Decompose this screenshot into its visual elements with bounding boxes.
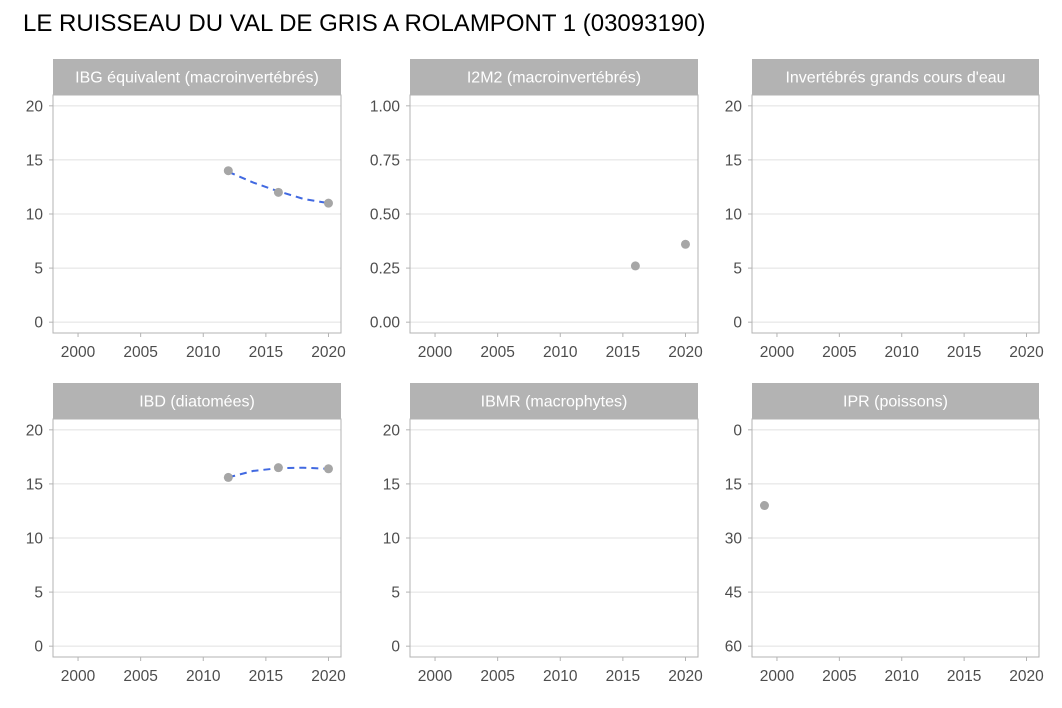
data-point (323, 198, 333, 208)
facet-strip-label: Invertébrés grands cours d'eau (785, 70, 1005, 87)
y-tick-label: 5 (34, 261, 43, 278)
y-tick-label: 0.50 (370, 207, 401, 224)
x-tick-label: 2015 (249, 344, 283, 361)
x-tick-label: 2020 (1009, 344, 1044, 361)
chart-title: LE RUISSEAU DU VAL DE GRIS A ROLAMPONT 1… (23, 10, 706, 37)
y-tick-label: 10 (26, 207, 44, 224)
y-tick-label: 60 (725, 639, 743, 656)
y-tick-label: 0 (34, 639, 43, 656)
facet-panel-2: I2M2 (macroinvertébrés) 0.00 0.25 0.50 0.75 1… (370, 59, 703, 361)
y-tick-label: 5 (733, 261, 742, 278)
x-tick-label: 2015 (249, 668, 283, 685)
y-tick-label: 20 (26, 98, 44, 115)
y-tick-label: 20 (383, 422, 401, 439)
x-tick-label: 2010 (186, 668, 221, 685)
y-tick-label: 10 (383, 531, 401, 548)
data-point (323, 464, 333, 474)
data-point (223, 472, 233, 482)
y-tick-label: 20 (26, 422, 44, 439)
y-tick-label: 0.75 (370, 152, 400, 169)
x-tick-label: 2000 (418, 344, 453, 361)
data-point (223, 166, 233, 176)
x-tick-label: 2020 (668, 668, 703, 685)
y-tick-label: 15 (725, 476, 742, 493)
x-tick-label: 2010 (884, 344, 919, 361)
facet-panels: IBG équivalent (macroinvertébrés) 0 5 10 15 2… (26, 59, 1044, 685)
facet-strip-label: IBMR (macrophytes) (481, 394, 628, 411)
facet-panel-1: IBG équivalent (macroinvertébrés) 0 5 10 15 2… (26, 59, 346, 361)
y-tick-label: 45 (725, 585, 742, 602)
panel-border (52, 418, 342, 658)
facet-strip (752, 383, 1039, 419)
data-point (273, 463, 283, 473)
trend-line (227, 170, 329, 205)
y-tick-label: 30 (725, 531, 743, 548)
facet-strip (410, 59, 698, 95)
y-tick-label: 20 (725, 98, 743, 115)
y-tick-label: 5 (391, 585, 400, 602)
y-tick-label: 0.25 (370, 261, 400, 278)
y-tick-label: 10 (26, 531, 44, 548)
panel-border (751, 94, 1040, 334)
panel-border (409, 94, 699, 334)
x-tick-label: 2000 (760, 344, 795, 361)
y-tick-label: 0 (34, 315, 43, 332)
x-tick-label: 2020 (1009, 668, 1044, 685)
y-tick-label: 15 (383, 476, 400, 493)
x-tick-label: 2000 (61, 344, 96, 361)
x-tick-label: 2010 (884, 668, 919, 685)
x-tick-label: 2005 (480, 668, 514, 685)
y-tick-label: 1.00 (370, 98, 401, 115)
x-tick-label: 2005 (123, 344, 157, 361)
facet-strip (53, 59, 341, 95)
data-point (273, 187, 283, 197)
x-tick-label: 2020 (311, 344, 346, 361)
x-tick-label: 2020 (311, 668, 346, 685)
x-tick-label: 2015 (606, 668, 640, 685)
x-tick-label: 2000 (760, 668, 795, 685)
x-tick-label: 2005 (822, 668, 856, 685)
x-tick-label: 2005 (480, 344, 514, 361)
facet-panel-3: Invertébrés grands cours d'eau0510152020… (725, 59, 1044, 361)
facet-strip-label: IBD (diatomées) (139, 394, 255, 411)
panel-border (409, 418, 699, 658)
facet-strip (752, 59, 1039, 95)
x-tick-label: 2010 (543, 668, 578, 685)
facet-panel-6: IPR (poissons) 0 15 30 45 60 2000 2005 2010 2015 2… (725, 383, 1044, 685)
panel-border (751, 418, 1040, 658)
y-tick-label: 10 (725, 207, 743, 224)
x-tick-label: 2010 (186, 344, 221, 361)
facet-strip (53, 383, 341, 419)
data-point (630, 261, 640, 271)
data-point (680, 239, 690, 249)
data-point (759, 501, 769, 511)
facet-panel-4: IBD (diatomées) 0 5 10 15 20 2000 2005 2010 2015 2… (26, 383, 346, 685)
x-tick-label: 2000 (418, 668, 453, 685)
x-tick-label: 2000 (61, 668, 96, 685)
y-tick-label: 0 (391, 639, 400, 656)
y-tick-label: 0.00 (370, 315, 401, 332)
x-tick-label: 2020 (668, 344, 703, 361)
y-tick-label: 5 (34, 585, 43, 602)
x-tick-label: 2015 (606, 344, 640, 361)
x-tick-label: 2015 (947, 344, 981, 361)
y-tick-label: 15 (26, 152, 43, 169)
y-tick-label: 15 (26, 476, 43, 493)
y-tick-label: 0 (733, 315, 742, 332)
facet-strip (410, 383, 698, 419)
facet-strip-label: IPR (poissons) (843, 394, 948, 411)
facet-strip-label: I2M2 (macroinvertébrés) (467, 70, 641, 87)
x-tick-label: 2015 (947, 668, 981, 685)
facet-strip-label: IBG équivalent (macroinvertébrés) (75, 70, 319, 87)
facet-panel-5: IBMR (macrophytes) 0 5 10 15 20 2000 2005 2010 20… (383, 383, 703, 685)
x-tick-label: 2005 (123, 668, 157, 685)
y-tick-label: 0 (733, 422, 742, 439)
panel-border (52, 94, 342, 334)
x-tick-label: 2005 (822, 344, 856, 361)
x-tick-label: 2010 (543, 344, 578, 361)
y-tick-label: 15 (725, 152, 742, 169)
